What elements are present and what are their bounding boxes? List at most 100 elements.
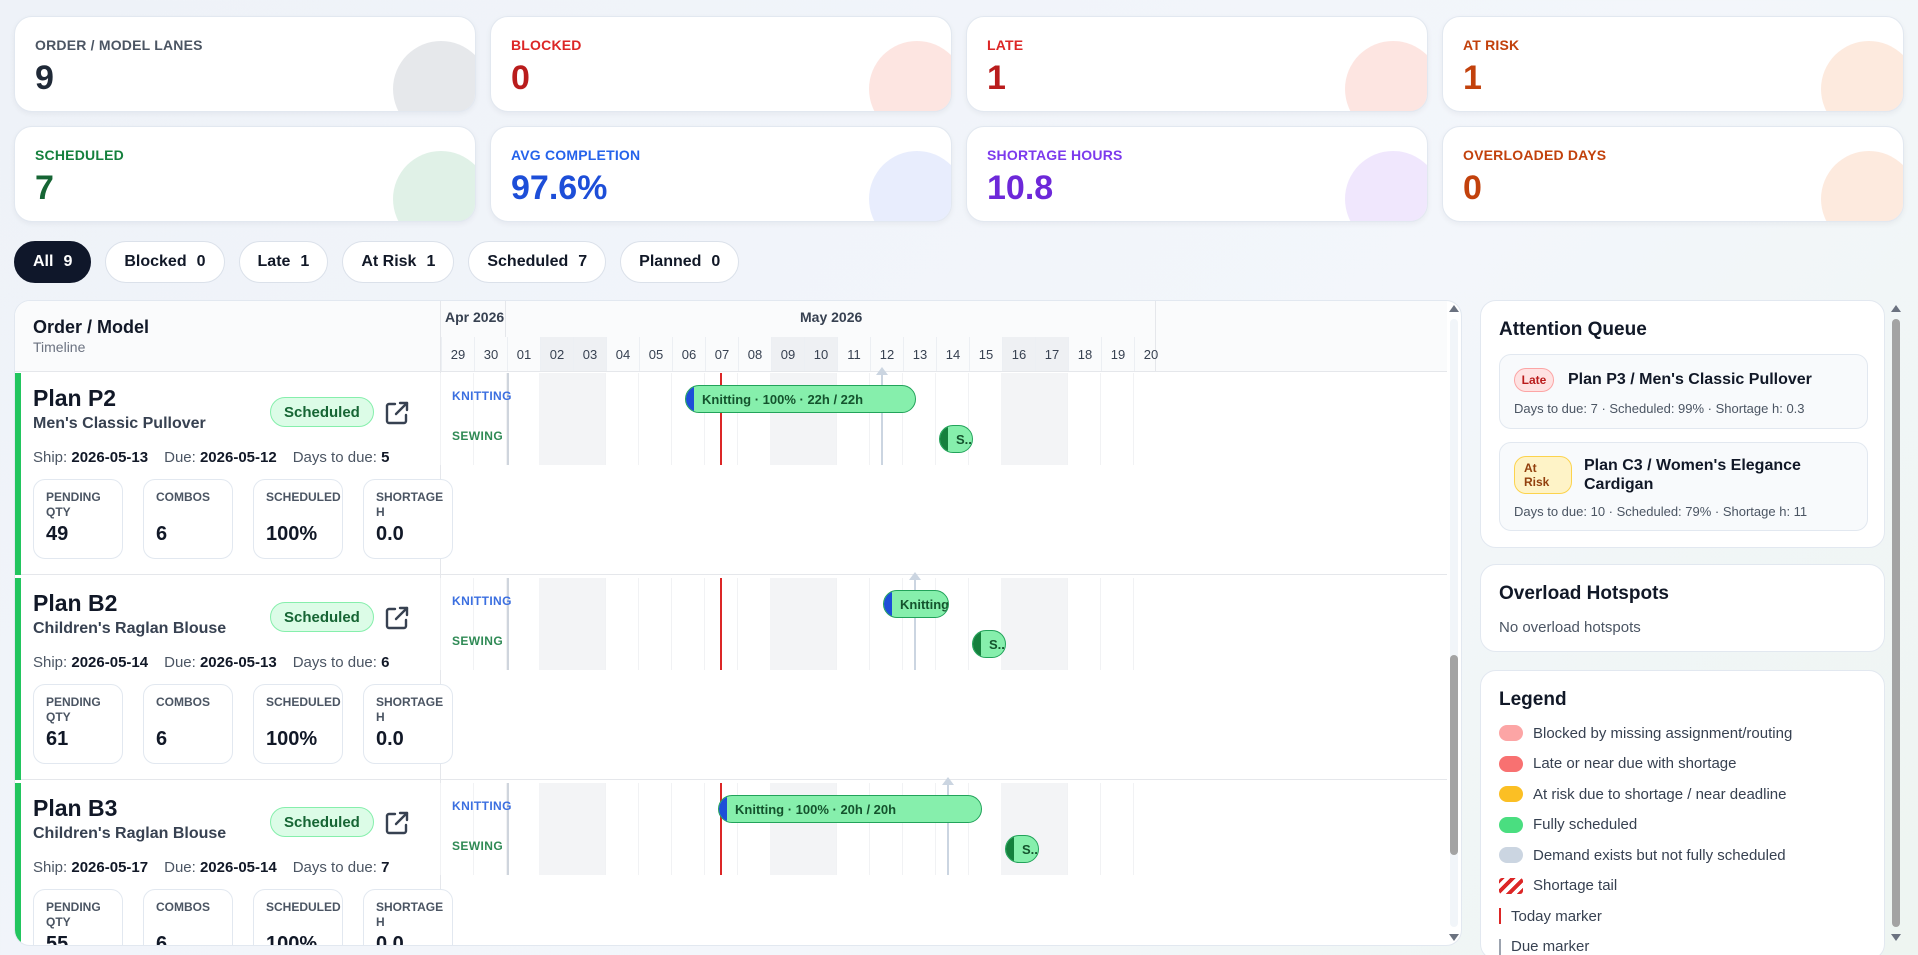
today-marker [720, 578, 722, 670]
days-label: Days to due: [292, 859, 377, 876]
stat-card-combos: COMBOS 6 [143, 479, 233, 559]
overload-hotspots-title: Overload Hotspots [1499, 583, 1669, 604]
kpi-value: 10.8 [987, 169, 1054, 207]
day-cell: 19 [1101, 337, 1134, 371]
kpi-card-shortage-hours: SHORTAGE HOURS 10.8 [966, 126, 1428, 222]
due-label: Due: [164, 654, 196, 671]
filter-label: Scheduled [487, 253, 569, 270]
day-cell: 29 [441, 337, 474, 371]
day-gridline [1067, 783, 1068, 875]
gantt-scrollbar[interactable] [1448, 303, 1460, 943]
bar-start-cap [686, 386, 694, 412]
weekend-shade [1034, 373, 1067, 465]
sewing-bar[interactable]: S... [939, 425, 973, 453]
attention-item-title: Plan C3 / Women's Elegance Cardigan [1584, 457, 1801, 493]
knitting-bar[interactable]: Knitting · 100% · 22h / 22h [685, 385, 916, 413]
attention-item-late[interactable]: Late Plan P3 / Men's Classic Pullover Da… [1499, 354, 1868, 429]
filter-count: 1 [426, 253, 436, 270]
day-gridline [638, 783, 639, 875]
day-gridline [638, 373, 639, 465]
gantt-panel: Order / Model Timeline Apr 2026 May 2026… [14, 300, 1462, 946]
plan-name: Plan P2 [33, 385, 117, 411]
scroll-down-arrow-icon[interactable] [1449, 934, 1459, 941]
day-gridline [704, 783, 705, 875]
bar-start-cap [940, 426, 948, 452]
today-marker-swatch [1499, 908, 1501, 924]
attention-item-at-risk[interactable]: At Risk Plan C3 / Women's Elegance Cardig… [1499, 442, 1868, 531]
filter-chip-blocked[interactable]: Blocked 0 [105, 241, 225, 283]
day-gridline [605, 373, 606, 465]
lane-label-knitting: KNITTING [452, 799, 512, 813]
day-cell: 12 [870, 337, 903, 371]
stat-card-scheduled: SCHEDULED 100% [253, 889, 343, 945]
scrollbar-thumb[interactable] [1450, 655, 1458, 855]
external-link-icon[interactable] [383, 809, 411, 837]
stat-card-combos: COMBOS 6 [143, 684, 233, 764]
external-link-icon[interactable] [383, 604, 411, 632]
scroll-up-arrow-icon[interactable] [1449, 305, 1459, 312]
scroll-down-arrow-icon[interactable] [1891, 934, 1901, 941]
filter-chip-at-risk[interactable]: At Risk 1 [342, 241, 455, 283]
kpi-card-at-risk: AT RISK 1 [1442, 16, 1904, 112]
day-cell: 03 [573, 337, 606, 371]
kpi-label: BLOCKED [511, 37, 582, 53]
weekend-shade [1034, 783, 1067, 875]
stat-card-shortage: SHORTAGE H 0.0 [363, 684, 453, 764]
days-label: Days to due: [292, 449, 377, 466]
scrollbar-track[interactable] [1450, 319, 1458, 927]
legend-label: Fully scheduled [1533, 816, 1638, 833]
bar-start-cap [973, 631, 981, 657]
filter-chip-late[interactable]: Late 1 [238, 241, 329, 283]
day-gridline [473, 783, 474, 875]
plan-meta: Ship: 2026-05-17 Due: 2026-05-14 Days to d… [33, 859, 389, 876]
external-link-icon[interactable] [383, 399, 411, 427]
stat-card-pending: PENDING QTY 49 [33, 479, 123, 559]
lane-label-knitting: KNITTING [452, 594, 512, 608]
side-panel-scrollbar[interactable] [1890, 303, 1902, 943]
filter-chip-scheduled[interactable]: Scheduled 7 [468, 241, 607, 283]
kpi-label: ORDER / MODEL LANES [35, 37, 203, 53]
at-risk-tag: At Risk [1514, 456, 1572, 494]
stat-card-scheduled: SCHEDULED 100% [253, 479, 343, 559]
day-cell: 06 [672, 337, 705, 371]
kpi-value: 9 [35, 59, 54, 97]
day-cell: 14 [936, 337, 969, 371]
day-gridline [440, 783, 441, 875]
stat-card-shortage: SHORTAGE H 0.0 [363, 889, 453, 945]
day-gridline [869, 783, 870, 875]
legend-label: At risk due to shortage / near deadline [1533, 785, 1787, 803]
stat-value: 6 [156, 728, 168, 750]
sewing-bar[interactable]: S... [972, 630, 1006, 658]
day-gridline [968, 783, 969, 875]
bar-label: S... [989, 636, 1005, 652]
kpi-label: OVERLOADED DAYS [1463, 147, 1607, 163]
due-marker [947, 783, 949, 875]
legend-item: Shortage tail [1499, 876, 1617, 896]
scroll-up-arrow-icon[interactable] [1891, 305, 1901, 312]
attention-item-title: Plan P3 / Men's Classic Pullover [1568, 371, 1812, 388]
due-label: Due: [164, 449, 196, 466]
day-gridline [1133, 783, 1134, 875]
legend-label: Demand exists but not fully scheduled [1533, 846, 1786, 864]
status-filter-bar: All 9 Blocked 0 Late 1 At Risk 1 Scheduled 7 … [14, 241, 740, 283]
day-gridline [1133, 373, 1134, 465]
month-label-may: May 2026 [800, 309, 863, 325]
kpi-label: AT RISK [1463, 37, 1520, 53]
bar-label: S... [956, 431, 972, 447]
day-cell: 18 [1068, 337, 1101, 371]
knitting-bar[interactable]: Knitting · 100% · 20h / 20h [718, 795, 982, 823]
timeline-start-line [507, 578, 509, 670]
due-value: 2026-05-13 [199, 654, 277, 671]
scrollbar-thumb[interactable] [1892, 319, 1900, 927]
filter-chip-planned[interactable]: Planned 0 [620, 241, 740, 283]
ship-label: Ship: [33, 654, 68, 671]
day-gridline [836, 783, 837, 875]
sewing-bar[interactable]: S... [1005, 835, 1039, 863]
kpi-value: 0 [511, 59, 530, 97]
day-gridline [605, 578, 606, 670]
due-marker-swatch [1499, 938, 1501, 955]
knitting-bar[interactable]: Knitting · ... [883, 590, 949, 618]
due-marker [914, 578, 916, 670]
legend-card: Legend Blocked by missing assignment/rou… [1480, 670, 1885, 955]
filter-chip-all[interactable]: All 9 [14, 241, 92, 283]
